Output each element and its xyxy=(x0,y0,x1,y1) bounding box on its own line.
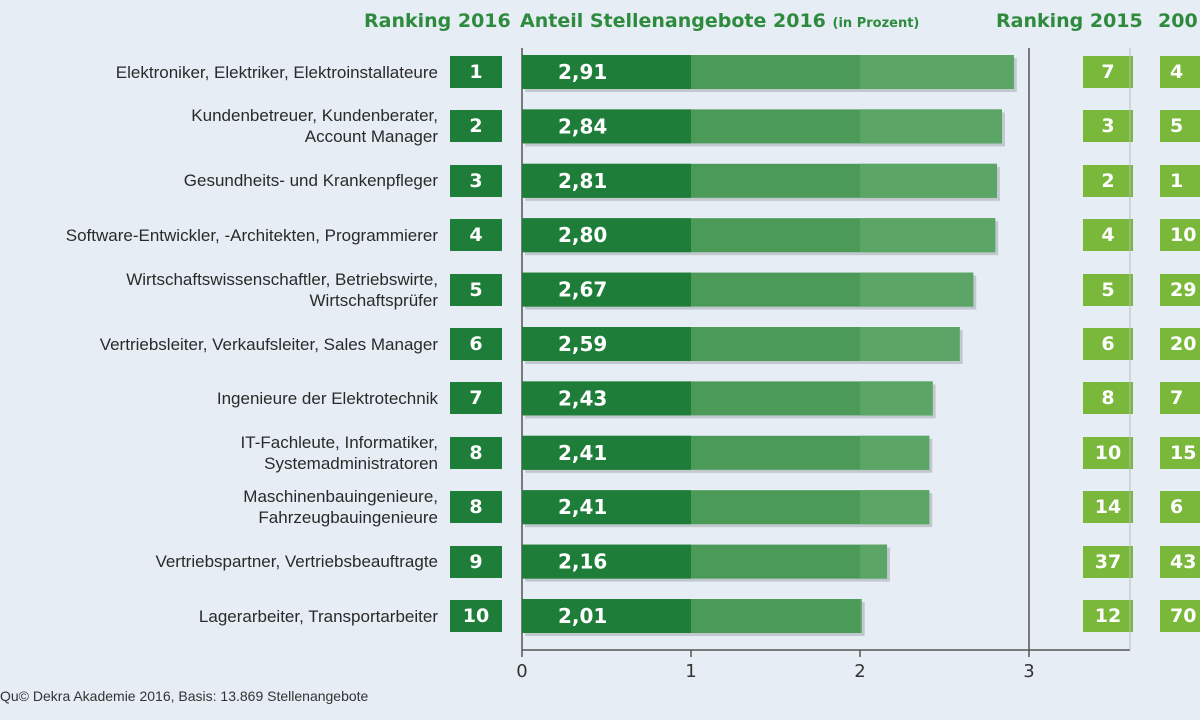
rank-2009-2: 5 xyxy=(1160,110,1200,143)
category-label-9: Maschinenbauingenieure, Fahrzeugbauingeni… xyxy=(243,487,438,528)
bar-segment-6 xyxy=(860,327,960,361)
value-label-4: 2,80 xyxy=(558,223,607,247)
value-label-5: 2,67 xyxy=(558,278,607,302)
bar-segment-8 xyxy=(860,435,930,470)
rank-2016-3: 3 xyxy=(450,164,502,197)
category-label-8: IT-Fachleute, Informatiker, Systemadminis… xyxy=(240,432,438,473)
category-label-2: Kundenbetreuer, Kundenberater, Account Ma… xyxy=(191,106,438,147)
header-ranking-2009: 200 xyxy=(1158,10,1198,32)
value-label-7: 2,43 xyxy=(558,386,607,410)
value-label-2: 2,84 xyxy=(558,114,607,138)
rank-2015-1: 7 xyxy=(1083,56,1133,88)
bar-head-5 xyxy=(522,272,691,307)
category-label-3: Gesundheits- und Krankenpfleger xyxy=(183,171,438,191)
rank-2009-7: 7 xyxy=(1160,382,1200,415)
value-label-6: 2,59 xyxy=(558,332,607,356)
value-label-10: 2,16 xyxy=(558,550,607,574)
bar-segment-4 xyxy=(860,218,996,253)
header-anteil: Anteil Stellenangebote 2016 (in Prozent) xyxy=(520,10,919,32)
rank-2009-1: 4 xyxy=(1160,56,1200,88)
rank-2015-10: 37 xyxy=(1083,545,1133,578)
header-ranking-2015: Ranking 2015 xyxy=(996,10,1143,32)
rank-2016-11: 10 xyxy=(450,600,502,632)
category-label-6: Vertriebsleiter, Verkaufsleiter, Sales M… xyxy=(99,334,438,354)
value-label-11: 2,01 xyxy=(558,604,607,628)
x-tick-label-0: 0 xyxy=(516,661,527,682)
bar-head-9 xyxy=(522,490,691,525)
rank-2015-6: 6 xyxy=(1083,328,1133,360)
bar-head-3 xyxy=(522,163,691,198)
rank-2009-3: 1 xyxy=(1160,164,1200,197)
rank-2009-5: 29 xyxy=(1160,273,1200,306)
rank-2016-8: 8 xyxy=(450,436,502,469)
bar-segment-1 xyxy=(860,55,1014,89)
value-label-9: 2,41 xyxy=(558,495,607,519)
rank-2009-8: 15 xyxy=(1160,436,1200,469)
bar-segment-10 xyxy=(860,544,888,579)
header-ranking-2016: Ranking 2016 xyxy=(364,10,511,32)
bar-head-11 xyxy=(522,599,691,633)
category-label-10: Vertriebspartner, Vertriebsbeauftragte xyxy=(155,552,438,572)
bar-segment-9 xyxy=(860,490,930,525)
rank-2015-4: 4 xyxy=(1083,219,1133,252)
rank-2016-4: 4 xyxy=(450,219,502,252)
bar-head-10 xyxy=(522,544,691,579)
rank-2015-5: 5 xyxy=(1083,273,1133,306)
category-label-11: Lagerarbeiter, Transportarbeiter xyxy=(198,606,438,626)
header-anteil-text: Anteil Stellenangebote 2016 xyxy=(520,10,826,32)
rank-2016-6: 6 xyxy=(450,328,502,360)
rank-2015-9: 14 xyxy=(1083,491,1133,524)
value-label-1: 2,91 xyxy=(558,60,607,84)
x-tick-label-2: 2 xyxy=(854,661,865,682)
rank-2009-10: 43 xyxy=(1160,545,1200,578)
bar-segment-2 xyxy=(860,109,1002,144)
bar-head-7 xyxy=(522,381,691,416)
rank-2016-1: 1 xyxy=(450,56,502,88)
rank-2016-7: 7 xyxy=(450,382,502,415)
x-tick-label-3: 3 xyxy=(1023,661,1034,682)
bar-segment-5 xyxy=(860,272,974,307)
rank-2015-2: 3 xyxy=(1083,110,1133,143)
x-tick-label-1: 1 xyxy=(685,661,696,682)
rank-2016-10: 9 xyxy=(450,545,502,578)
rank-2016-2: 2 xyxy=(450,110,502,143)
bar-head-8 xyxy=(522,435,691,470)
rank-2009-9: 6 xyxy=(1160,491,1200,524)
source-note: Qu© Dekra Akademie 2016, Basis: 13.869 S… xyxy=(0,688,369,704)
bar-head-1 xyxy=(522,55,691,89)
bar-head-4 xyxy=(522,218,691,253)
rank-2009-6: 20 xyxy=(1160,328,1200,360)
rank-2009-11: 70 xyxy=(1160,600,1200,632)
rank-2015-3: 2 xyxy=(1083,164,1133,197)
rank-2009-4: 10 xyxy=(1160,219,1200,252)
category-label-5: Wirtschaftswissenschaftler, Betriebswirt… xyxy=(126,269,438,310)
category-label-4: Software-Entwickler, -Architekten, Progr… xyxy=(65,225,438,245)
rank-2015-8: 10 xyxy=(1083,436,1133,469)
bar-head-2 xyxy=(522,109,691,144)
bar-segment-7 xyxy=(860,381,933,416)
category-label-1: Elektroniker, Elektriker, Elektroinstall… xyxy=(115,62,438,82)
value-label-8: 2,41 xyxy=(558,441,607,465)
bar-segment-3 xyxy=(860,163,997,198)
rank-2015-7: 8 xyxy=(1083,382,1133,415)
header-anteil-unit: (in Prozent) xyxy=(832,16,920,31)
rank-2016-9: 8 xyxy=(450,491,502,524)
category-label-7: Ingenieure der Elektrotechnik xyxy=(216,388,438,408)
rank-2016-5: 5 xyxy=(450,273,502,306)
value-label-3: 2,81 xyxy=(558,169,607,193)
rank-2015-11: 12 xyxy=(1083,600,1133,632)
bar-head-6 xyxy=(522,327,691,361)
bar-segment-11 xyxy=(860,599,862,633)
